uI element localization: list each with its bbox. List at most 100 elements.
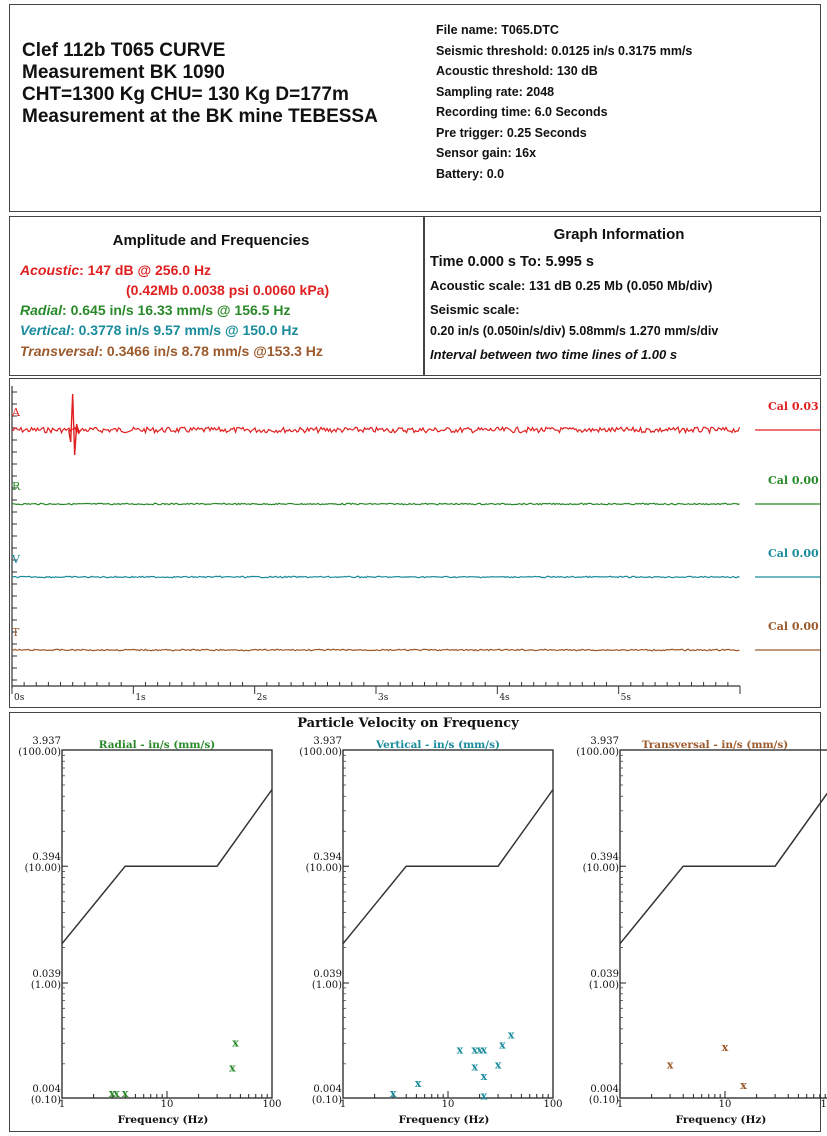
acoustic-label: Acoustic: [20, 262, 80, 278]
pv-data-point: x: [481, 1070, 488, 1083]
radial-line: Radial: 0.645 in/s 16.33 mm/s @ 156.5 Hz: [20, 302, 290, 318]
transversal-value: : 0.3466 in/s 8.78 mm/s @153.3 Hz: [98, 343, 323, 359]
pv-x-label: 10: [161, 1099, 174, 1110]
pv-x-label: 100: [262, 1099, 281, 1110]
acoustic-value-2: (0.42Mb 0.0038 psi 0.0060 kPa): [126, 282, 330, 298]
vertical-value: : 0.3778 in/s 9.57 mm/s @ 150.0 Hz: [70, 322, 299, 338]
wave-x-tick-label: 2s: [257, 693, 268, 703]
pv-y-label-in: 0.039: [32, 969, 61, 980]
pv-data-point: x: [499, 1039, 506, 1052]
pv-data-point: x: [232, 1037, 239, 1050]
radial-value: : 0.645 in/s 16.33 mm/s @ 156.5 Hz: [62, 302, 291, 318]
pv-y-label-mm: (1.00): [31, 980, 61, 991]
pv-y-label-mm: (1.00): [589, 980, 619, 991]
pv-x-axis-title: Frequency (Hz): [399, 1114, 490, 1126]
wave-x-tick-label: 4s: [499, 693, 510, 703]
pv-y-label-in: 0.004: [590, 1084, 619, 1095]
trace-label-a: A: [11, 406, 21, 419]
waveform-box: [9, 378, 821, 708]
pv-y-label-mm: (10.00): [306, 863, 343, 874]
trace-r: [11, 502, 740, 506]
trace-a: [11, 425, 741, 435]
acoustic-value: : 147 dB @ 256.0 Hz: [79, 262, 212, 278]
trace-label-r: R: [12, 480, 21, 493]
pv-y-label-mm: (0.10): [31, 1095, 61, 1106]
amplitude-heading: Amplitude and Frequencies: [112, 232, 310, 249]
info-battery: Battery: 0.0: [436, 166, 505, 181]
pv-x-axis-title: Frequency (Hz): [676, 1114, 767, 1126]
title-line-1: Clef 112b T065 CURVE: [22, 40, 226, 61]
info-recording-time: Recording time: 6.0 Seconds: [436, 105, 608, 119]
pv-x-label: 100: [820, 1099, 827, 1110]
pv-x-label: 1: [617, 1099, 623, 1110]
pv-x-label: 100: [543, 1099, 562, 1110]
pv-title: Particle Velocity on Frequency: [297, 716, 519, 731]
pv-data-point: x: [390, 1087, 397, 1100]
pv-y-label-in: 0.039: [590, 969, 619, 980]
pv-data-point: x: [109, 1087, 116, 1100]
pv-data-point: x: [481, 1090, 488, 1103]
pv-y-label-in: 0.004: [313, 1084, 342, 1095]
acoustic-scale: Acoustic scale: 131 dB 0.25 Mb (0.050 Mb…: [430, 278, 713, 293]
pv-data-point: x: [508, 1029, 515, 1042]
pv-data-point: x: [740, 1079, 747, 1092]
pv-x-axis-title: Frequency (Hz): [118, 1114, 209, 1126]
pv-y-label-mm: (100.00): [18, 747, 61, 758]
pv-data-point: x: [481, 1043, 488, 1056]
time-line: Time 0.000 s To: 5.995 s: [430, 254, 594, 270]
pv-x-label: 1: [340, 1099, 346, 1110]
title-line-4: Measurement at the BK mine TEBESSA: [22, 106, 378, 127]
seismic-label: Seismic scale:: [430, 302, 520, 317]
cal-label-v: Cal 0.00: [768, 547, 819, 560]
wave-x-tick-label: 0s: [14, 693, 25, 703]
info-seismic-threshold: Seismic threshold: 0.0125 in/s 0.3175 mm…: [436, 43, 693, 58]
transversal-line: Transversal: 0.3466 in/s 8.78 mm/s @153.…: [20, 343, 323, 359]
pv-limit-curve: [342, 789, 554, 945]
amplitude-box: [9, 216, 425, 376]
cal-label-t: Cal 0.00: [768, 620, 819, 633]
pv-y-label-in: 0.039: [313, 969, 342, 980]
wave-x-tick-label: 3s: [378, 693, 389, 703]
pv-y-label-mm: (10.00): [583, 863, 620, 874]
pv-y-label-in: 3.937: [590, 736, 619, 747]
interval-note: Interval between two time lines of 1.00 …: [430, 347, 678, 362]
pv-subtitle: Vertical - in/s (mm/s): [375, 739, 500, 751]
header-title: Clef 112b T065 CURVE Measurement BK 1090…: [22, 40, 378, 128]
pv-data-point: x: [229, 1062, 236, 1075]
pv-limit-curve: [61, 789, 273, 945]
pv-y-label-mm: (0.10): [589, 1095, 619, 1106]
info-sampling-rate: Sampling rate: 2048: [436, 84, 555, 99]
pv-data-point: x: [415, 1077, 422, 1090]
pv-y-label-in: 3.937: [32, 736, 61, 747]
acoustic-line: Acoustic: 147 dB @ 256.0 Hz: [20, 262, 211, 278]
pv-limit-curve: [619, 792, 827, 945]
pv-y-label-in: 0.394: [590, 852, 619, 863]
pv-data-point: x: [457, 1043, 464, 1056]
pv-y-label-in: 0.394: [32, 852, 61, 863]
pv-y-label-mm: (100.00): [576, 747, 619, 758]
title-line-2: Measurement BK 1090: [22, 62, 225, 83]
pv-y-label-mm: (10.00): [25, 863, 62, 874]
graph-info-heading: Graph Information: [553, 226, 685, 243]
trace-v: [11, 575, 740, 579]
trace-label-t: T: [12, 626, 20, 639]
pv-box: [9, 712, 821, 1132]
cal-label-r: Cal 0.00: [768, 474, 819, 487]
pv-x-label: 10: [719, 1099, 732, 1110]
info-pre-trigger: Pre trigger: 0.25 Seconds: [436, 125, 587, 140]
pv-y-label-in: 3.937: [313, 736, 342, 747]
header-box: [9, 4, 821, 212]
pv-data-point: x: [667, 1058, 674, 1071]
pv-data-point: x: [113, 1087, 120, 1100]
waveform-chart: 0s 1s 2s 3s 4s 5s A Cal 0.03 R Cal 0.00 V Cal 0.00 T…: [11, 386, 820, 703]
wave-x-tick-label: 5s: [621, 693, 632, 703]
pv-x-label: 10: [442, 1099, 455, 1110]
vertical-label: Vertical: [20, 322, 71, 338]
pv-data-point: x: [472, 1043, 479, 1056]
pv-y-label-mm: (1.00): [312, 980, 342, 991]
pv-data-point: x: [495, 1058, 502, 1071]
pv-data-point: x: [122, 1087, 129, 1100]
acoustic-line-2: (0.42Mb 0.0038 psi 0.0060 kPa): [126, 282, 329, 298]
info-sensor-gain: Sensor gain: 16x: [436, 146, 537, 160]
graph-info-box: [423, 216, 821, 376]
